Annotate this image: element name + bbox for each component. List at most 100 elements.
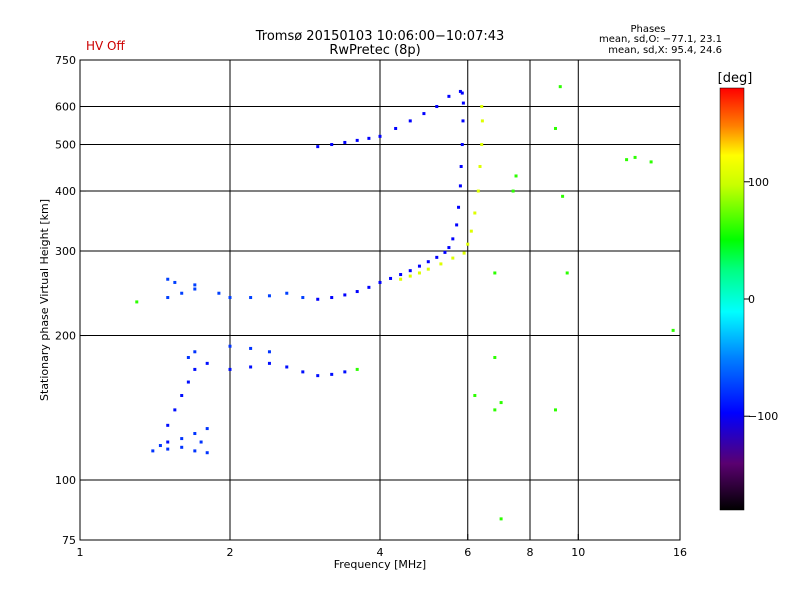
scatter-point [316,374,320,378]
scatter-point [493,355,497,359]
scatter-point [480,143,484,147]
scatter-point [671,328,675,332]
y-tick-label: 200 [55,330,76,343]
scatter-point [158,444,162,448]
scatter-point [378,280,382,284]
scatter-point [330,143,334,147]
x-tick-label: 2 [227,546,234,559]
scatter-point [205,361,209,365]
chart-title-line2: RwPretec (8p) [329,43,420,58]
scatter-point [193,287,197,291]
scatter-point [389,276,393,280]
scatter-point [553,408,557,412]
scatter-point [249,365,253,369]
scatter-point [180,445,184,449]
colorbar-tick-label: −100 [748,410,778,423]
scatter-point [443,250,447,254]
scatter-point [435,105,439,109]
scatter-point [457,205,461,209]
scatter-point [458,89,462,93]
y-tick-label: 75 [62,534,76,547]
scatter-point [173,408,177,412]
y-tick-label: 300 [55,245,76,258]
scatter-point [330,296,334,300]
scatter-point [367,136,371,140]
scatter-point [193,367,197,371]
x-axis-label: Frequency [MHz] [334,558,426,571]
scatter-point [493,408,497,412]
scatter-points [135,85,675,521]
scatter-point [565,271,569,275]
scatter-point [193,432,197,436]
y-axis-label: Stationary phase Virtual Height [km] [38,199,51,401]
scatter-point [228,296,232,300]
scatter-point [417,264,421,268]
scatter-point [447,94,451,98]
colorbar [719,87,745,511]
scatter-point [343,293,347,297]
scatter-point [558,85,562,89]
colorbar-label: [deg] [718,71,753,86]
scatter-point [399,273,403,277]
scatter-point [408,274,412,278]
scatter-point [355,367,359,371]
scatter-point [480,119,484,123]
scatter-point [378,134,382,138]
scatter-point [249,296,253,300]
scatter-point [267,361,271,365]
x-tick-label: 4 [377,546,384,559]
scatter-point [511,189,515,193]
colorbar-tick-label: 100 [748,176,769,189]
y-tick-label: 100 [55,474,76,487]
scatter-point [180,437,184,441]
scatter-point [193,350,197,354]
x-tick-label: 1 [77,546,84,559]
scatter-point [455,223,459,227]
scatter-point [301,296,305,300]
scatter-point [480,105,484,109]
scatter-point [186,355,190,359]
scatter-point [166,296,170,300]
scatter-point [367,285,371,289]
scatter-point [249,346,253,350]
scatter-point [267,294,271,298]
scatter-point [459,164,463,168]
scatter-point [625,158,629,162]
scatter-point [186,380,190,384]
scatter-point [301,370,305,374]
scatter-point [217,291,221,295]
scatter-point [205,427,209,431]
scatter-point [649,160,653,164]
scatter-point [473,394,477,398]
scatter-point [460,143,464,147]
phase-o-stats: mean, sd,O: −77.1, 23.1 [599,34,722,45]
scatter-point [199,440,203,444]
phases-title: Phases [630,24,665,35]
scatter-point [553,126,557,130]
scatter-point [461,119,465,123]
grid-lines [80,60,680,540]
x-tick-label: 6 [464,546,471,559]
scatter-point [473,211,477,215]
scatter-point [435,255,439,259]
scatter-point [417,271,421,275]
hv-status-label: HV Off [86,39,125,53]
scatter-point [466,242,470,246]
chart-title-line1: Tromsø 20150103 10:06:00−10:07:43 [255,29,505,44]
scatter-point [394,126,398,130]
scatter-point [180,394,184,398]
scatter-point [462,251,466,255]
colorbar-ticks: 100 0 −100 [744,176,778,423]
scatter-point [355,138,359,142]
scatter-point [166,423,170,427]
scatter-point [316,297,320,301]
x-tick-label: 16 [673,546,687,559]
scatter-point [285,291,289,295]
scatter-point [426,267,430,271]
scatter-point [228,367,232,371]
scatter-point [205,451,209,455]
scatter-point [166,447,170,451]
scatter-point [285,365,289,369]
scatter-point [514,174,518,178]
x-axis-ticks: 1 2 4 6 8 10 16 [77,534,687,559]
